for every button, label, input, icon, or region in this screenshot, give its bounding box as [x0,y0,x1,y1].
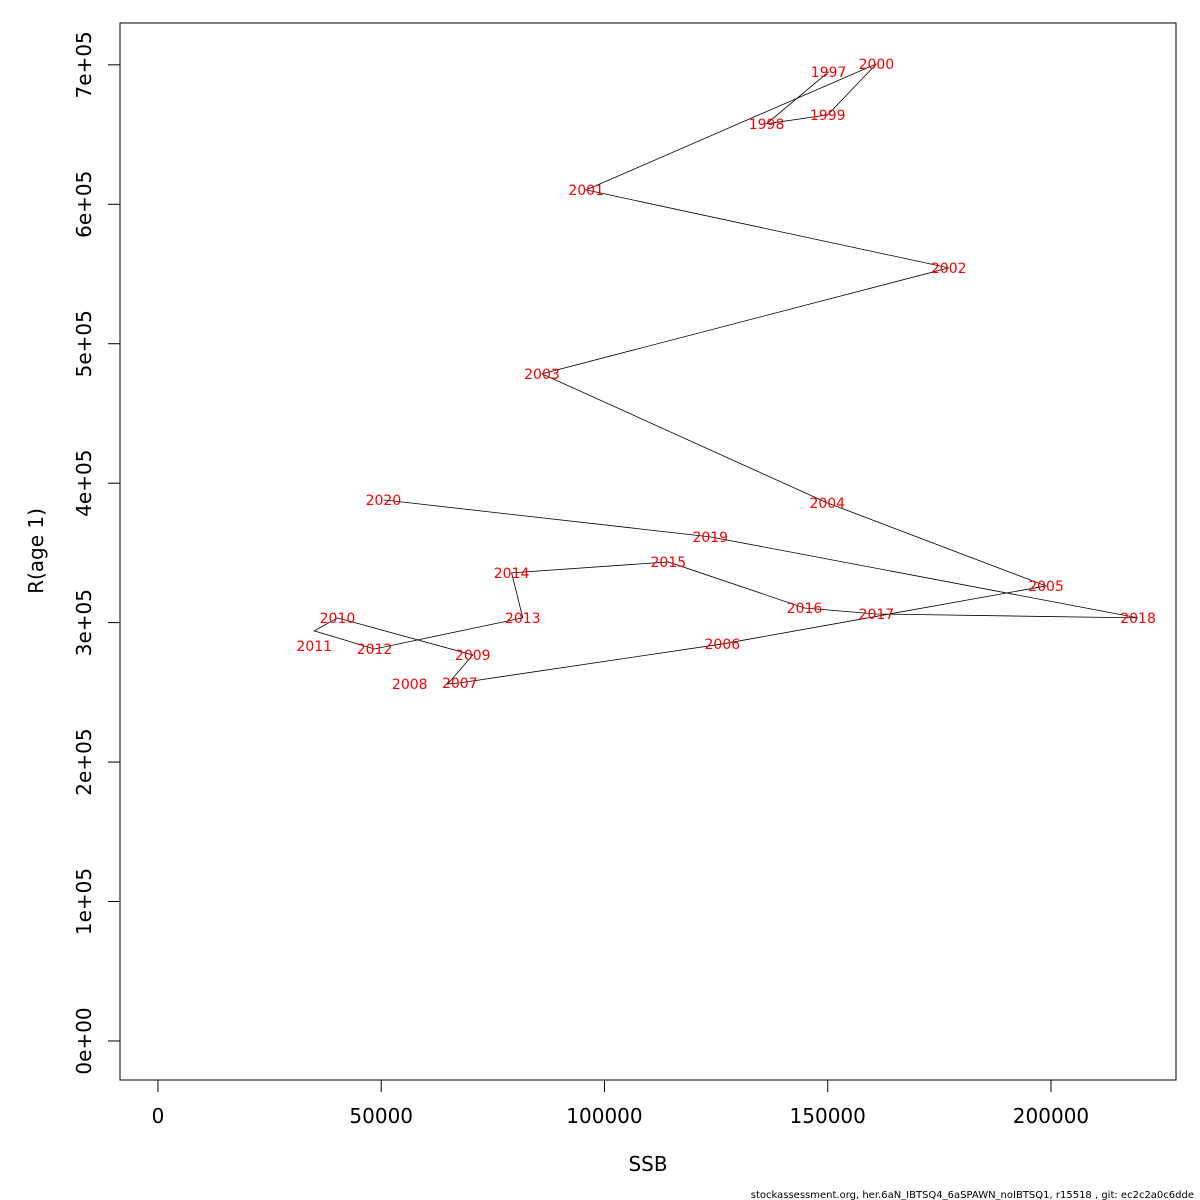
y-tick-label: 2e+05 [72,728,96,795]
point-label-2011: 2011 [296,639,332,655]
y-axis-label: R(age 1) [24,508,48,594]
x-tick-label: 200000 [1013,1104,1089,1128]
point-label-2009: 2009 [455,648,491,664]
point-label-2014: 2014 [494,566,530,582]
point-label-2018: 2018 [1120,611,1156,627]
point-label-2016: 2016 [787,601,823,617]
y-tick-label: 7e+05 [72,31,96,98]
x-axis: 0 50000 100000 150000 200000 [152,1079,1089,1128]
series-line [313,63,1139,685]
point-label-2001: 2001 [568,183,604,199]
x-tick-label: 150000 [790,1104,866,1128]
point-label-2003: 2003 [524,367,560,383]
y-tick-label: 3e+05 [72,589,96,656]
point-label-2002: 2002 [931,261,967,277]
point-label-2015: 2015 [650,555,686,571]
footer-text: stockassessment.org, her.6aN_IBTSQ4_6aSP… [751,1190,1194,1200]
x-tick-label: 0 [152,1104,165,1128]
x-tick-label: 100000 [566,1104,642,1128]
point-label-1998: 1998 [749,117,785,133]
point-labels: 1997 1998 1999 2000 2001 2002 2003 2004 2005 2006… [296,57,1155,693]
point-label-2013: 2013 [505,611,541,627]
y-axis: 0e+00 1e+05 2e+05 3e+05 4e+05 5e+05 6e+05 7e+05 [72,31,121,1075]
x-tick-label: 50000 [349,1104,413,1128]
point-label-2008: 2008 [392,677,428,693]
point-label-2004: 2004 [809,496,845,512]
point-label-2017: 2017 [859,607,895,623]
y-tick-label: 5e+05 [72,310,96,377]
point-label-2010: 2010 [320,611,356,627]
point-label-1999: 1999 [810,108,846,124]
point-label-2020: 2020 [366,493,402,509]
point-label-2005: 2005 [1028,579,1064,595]
point-label-2007: 2007 [442,676,478,692]
point-label-2006: 2006 [705,637,741,653]
point-label-2000: 2000 [859,57,895,73]
point-label-1997: 1997 [811,65,847,81]
point-label-2019: 2019 [692,530,728,546]
y-tick-label: 1e+05 [72,868,96,935]
y-tick-label: 4e+05 [72,450,96,517]
x-axis-label: SSB [628,1152,667,1176]
point-label-2012: 2012 [357,642,393,658]
y-tick-label: 0e+00 [72,1007,96,1074]
plot-frame [119,22,1177,1081]
y-tick-label: 6e+05 [72,171,96,238]
